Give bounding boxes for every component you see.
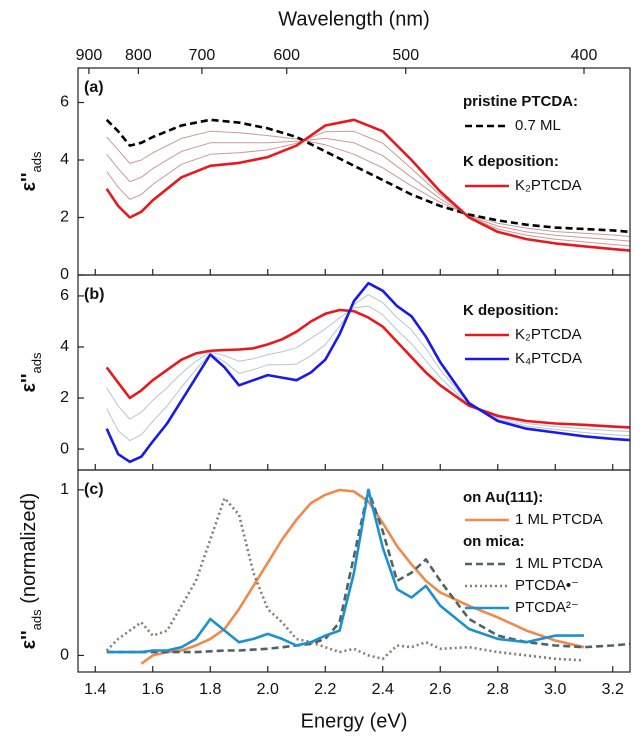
legend-heading: K deposition: — [463, 302, 559, 319]
x-tick-label: 2.2 — [314, 681, 336, 698]
series-line — [105, 496, 585, 662]
series-line — [106, 488, 584, 654]
panel-label: (b) — [84, 286, 104, 303]
y-axis-title-part: ads — [29, 609, 44, 630]
x2-tick-label: 800 — [125, 47, 152, 64]
series-line — [140, 488, 585, 665]
legend-heading: on mica: — [463, 533, 525, 550]
legend-label: 1 ML PTCDA — [515, 555, 603, 572]
y-axis-title: ε''ads (normalized) — [18, 493, 44, 650]
plot-frame — [77, 469, 631, 673]
x-tick-label: 1.6 — [142, 681, 164, 698]
y-tick-label: 0 — [60, 440, 69, 457]
legend-label: PTCDA²⁻ — [515, 599, 579, 616]
x2-tick-label: 600 — [273, 47, 300, 64]
x-tick-label: 1.8 — [199, 681, 221, 698]
series-line — [106, 137, 630, 242]
x-tick-label: 2.8 — [487, 681, 509, 698]
x2-axis-title: Wavelength (nm) — [278, 8, 430, 30]
y-axis-title: ε''ads — [18, 352, 44, 392]
y-tick-label: 0 — [60, 647, 69, 664]
legend-label: K₄PTCDA — [515, 350, 582, 367]
series-line — [105, 118, 630, 252]
y-tick-label: 1 — [60, 481, 69, 498]
y-axis-title-part: (normalized) — [18, 493, 40, 610]
y-tick-label: 4 — [60, 151, 69, 168]
x2-tick-label: 500 — [392, 47, 419, 64]
x-tick-label: 2.6 — [429, 681, 451, 698]
y-axis-title-part: ε'' — [18, 373, 40, 392]
series-line — [106, 305, 630, 432]
y-axis-title-part: ε'' — [18, 630, 40, 649]
x-tick-label: 2.4 — [372, 681, 394, 698]
x-tick-label: 3.2 — [602, 681, 624, 698]
x-tick-label: 2.0 — [257, 681, 279, 698]
y-tick-label: 6 — [60, 94, 69, 111]
y-tick-label: 2 — [60, 389, 69, 406]
x2-tick-label: 900 — [76, 47, 103, 64]
x2-tick-label: 700 — [189, 47, 216, 64]
y-axis-title: ε''ads — [18, 151, 44, 191]
legend-label: 1 ML PTCDA — [515, 511, 603, 528]
series-line — [106, 488, 630, 654]
legend-label: 0.7 ML — [515, 117, 561, 134]
legend-heading: pristine PTCDA: — [463, 93, 578, 110]
series-line — [106, 130, 630, 247]
series-line — [105, 308, 630, 429]
legend-label: K₂PTCDA — [515, 326, 582, 343]
series-line — [105, 281, 630, 464]
x-tick-label: 3.0 — [544, 681, 566, 698]
y-axis-title-part: ads — [29, 352, 44, 373]
y-tick-label: 6 — [60, 287, 69, 304]
legend-heading: on Au(111): — [463, 489, 543, 506]
legend-label: PTCDA•⁻ — [515, 577, 579, 594]
series-line — [106, 130, 630, 237]
panel-label: (c) — [84, 481, 104, 498]
x2-tick-label: 400 — [571, 47, 598, 64]
legend-label: K₂PTCDA — [515, 177, 582, 194]
panel-label: (a) — [84, 79, 104, 96]
x-axis-title: Energy (eV) — [301, 710, 408, 732]
y-tick-label: 2 — [60, 209, 69, 226]
legend-heading: K deposition: — [463, 153, 559, 170]
y-axis-title-part: ε'' — [18, 172, 40, 191]
y-tick-label: 4 — [60, 338, 69, 355]
y-tick-label: 0 — [60, 266, 69, 283]
series-line — [105, 118, 630, 234]
x-tick-label: 1.4 — [84, 681, 106, 698]
y-axis-title-part: ads — [29, 151, 44, 172]
